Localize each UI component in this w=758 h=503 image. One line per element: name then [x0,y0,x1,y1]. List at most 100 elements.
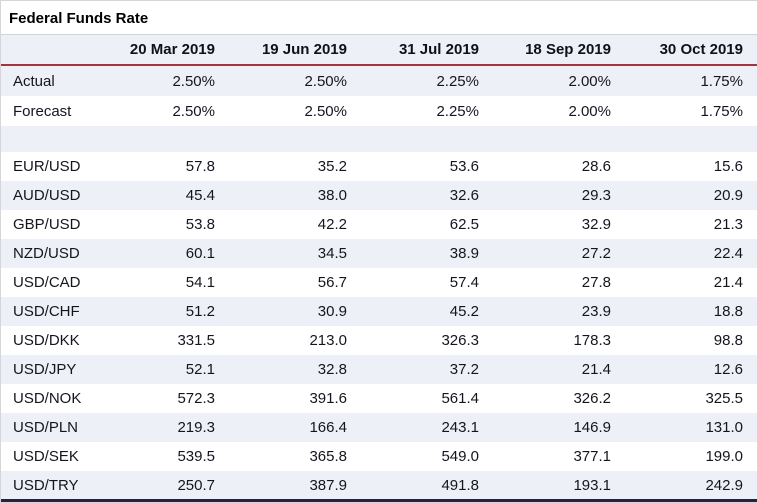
row-label: USD/JPY [13,361,77,378]
value-cell: 23.9 [581,303,611,320]
value-cell: 34.5 [317,245,347,262]
value-cell: 1.75% [700,102,743,120]
column-header: 30 Oct 2019 [659,41,743,58]
value-cell: 166.4 [309,419,347,436]
value-cell: 2.00% [568,72,611,90]
value-cell: 219.3 [177,419,215,436]
value-cell: 38.0 [317,187,347,204]
value-cell: 2.50% [172,102,215,120]
table-row: AUD/USD 45.4 38.0 32.6 29.3 20.9 [1,181,757,210]
row-label: GBP/USD [13,216,81,233]
value-cell: 243.1 [441,419,479,436]
value-cell: 45.2 [449,303,479,320]
table-row: USD/CAD 54.1 56.7 57.4 27.8 21.4 [1,268,757,297]
row-label: USD/DKK [13,332,80,349]
value-cell: 325.5 [705,390,743,407]
value-cell: 60.1 [185,245,215,262]
column-header: 18 Sep 2019 [525,41,611,58]
value-cell: 331.5 [177,332,215,349]
value-cell: 199.0 [705,448,743,465]
value-cell: 2.50% [304,72,347,90]
value-cell: 51.2 [185,303,215,320]
table-body: Actual 2.50% 2.50% 2.25% 2.00% 1.75% Forecast 2… [1,66,757,500]
value-cell: 2.25% [436,102,479,120]
value-cell: 29.3 [581,187,611,204]
value-cell: 131.0 [705,419,743,436]
table-row: USD/CHF 51.2 30.9 45.2 23.9 18.8 [1,297,757,326]
value-cell: 1.75% [700,72,743,90]
row-label: USD/TRY [13,477,79,494]
value-cell: 491.8 [441,477,479,494]
row-label: USD/SEK [13,448,79,465]
value-cell: 242.9 [705,477,743,494]
table-row: GBP/USD 53.8 42.2 62.5 32.9 21.3 [1,210,757,239]
page-title: Federal Funds Rate [9,10,149,27]
value-cell: 53.6 [449,158,479,175]
value-cell: 35.2 [317,158,347,175]
value-cell: 52.1 [185,361,215,378]
table-row: USD/PLN 219.3 166.4 243.1 146.9 131.0 [1,413,757,442]
value-cell: 54.1 [185,274,215,291]
value-cell: 549.0 [441,448,479,465]
value-cell: 391.6 [309,390,347,407]
value-cell: 2.25% [436,72,479,90]
value-cell: 30.9 [317,303,347,320]
value-cell: 98.8 [713,332,743,349]
value-cell: 377.1 [573,448,611,465]
value-cell: 45.4 [185,187,215,204]
value-cell: 28.6 [581,158,611,175]
table-row: Forecast 2.50% 2.50% 2.25% 2.00% 1.75% [1,96,757,126]
spacer-row [1,126,757,152]
row-label: USD/PLN [13,419,79,436]
column-header: 20 Mar 2019 [129,41,215,58]
value-cell: 178.3 [573,332,611,349]
table-row: NZD/USD 60.1 34.5 38.9 27.2 22.4 [1,239,757,268]
value-cell: 42.2 [317,216,347,233]
value-cell: 387.9 [309,477,347,494]
value-cell: 2.50% [304,102,347,120]
value-cell: 57.4 [449,274,479,291]
column-header: 19 Jun 2019 [261,41,347,58]
table-row: EUR/USD 57.8 35.2 53.6 28.6 15.6 [1,152,757,181]
table-header-row: 20 Mar 2019 19 Jun 2019 31 Jul 2019 18 Sep … [1,34,757,64]
header-separator [1,64,757,66]
value-cell: 21.3 [713,216,743,233]
column-header: 31 Jul 2019 [398,41,479,58]
row-label: NZD/USD [13,245,80,262]
value-cell: 12.6 [713,361,743,378]
value-cell: 62.5 [449,216,479,233]
row-label: Forecast [13,102,72,120]
value-cell: 32.9 [581,216,611,233]
row-label: USD/CHF [13,303,80,320]
table-row: Actual 2.50% 2.50% 2.25% 2.00% 1.75% [1,66,757,96]
row-label: USD/NOK [13,390,82,407]
table-row: USD/JPY 52.1 32.8 37.2 21.4 12.6 [1,355,757,384]
table-row: USD/SEK 539.5 365.8 549.0 377.1 199.0 [1,442,757,471]
row-label: USD/CAD [13,274,81,291]
row-label: EUR/USD [13,158,81,175]
value-cell: 250.7 [177,477,215,494]
value-cell: 32.6 [449,187,479,204]
table-row: USD/TRY 250.7 387.9 491.8 193.1 242.9 [1,471,757,500]
value-cell: 37.2 [449,361,479,378]
table-row: USD/NOK 572.3 391.6 561.4 326.2 325.5 [1,384,757,413]
value-cell: 365.8 [309,448,347,465]
value-cell: 22.4 [713,245,743,262]
value-cell: 2.50% [172,72,215,90]
table-row: USD/DKK 331.5 213.0 326.3 178.3 98.8 [1,326,757,355]
value-cell: 193.1 [573,477,611,494]
value-cell: 18.8 [713,303,743,320]
value-cell: 27.2 [581,245,611,262]
value-cell: 326.3 [441,332,479,349]
row-label: AUD/USD [13,187,81,204]
value-cell: 53.8 [185,216,215,233]
value-cell: 27.8 [581,274,611,291]
row-label: Actual [13,72,55,90]
value-cell: 20.9 [713,187,743,204]
table-bottom-border [1,499,757,502]
value-cell: 326.2 [573,390,611,407]
value-cell: 21.4 [713,274,743,291]
value-cell: 38.9 [449,245,479,262]
value-cell: 561.4 [441,390,479,407]
